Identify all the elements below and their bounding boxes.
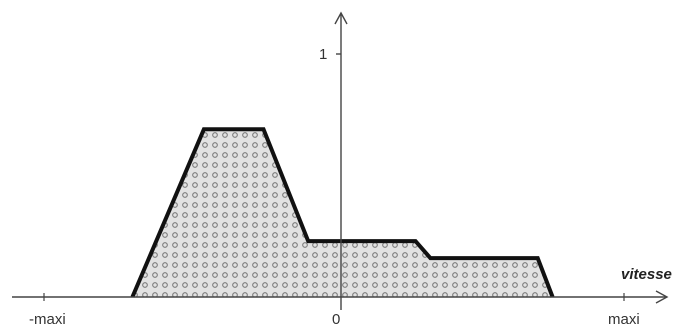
x-tick-label-min: -maxi — [29, 311, 66, 328]
y-tick-label-1: 1 — [319, 46, 327, 63]
x-axis-title: vitesse — [621, 266, 672, 283]
x-tick-label-zero: 0 — [332, 311, 340, 328]
membership-outline — [130, 127, 555, 298]
y-axis-arrowhead — [334, 11, 348, 25]
x-tick-label-max: maxi — [608, 311, 640, 328]
membership-area-fill — [132, 129, 553, 297]
x-axis-arrowhead — [655, 290, 669, 304]
